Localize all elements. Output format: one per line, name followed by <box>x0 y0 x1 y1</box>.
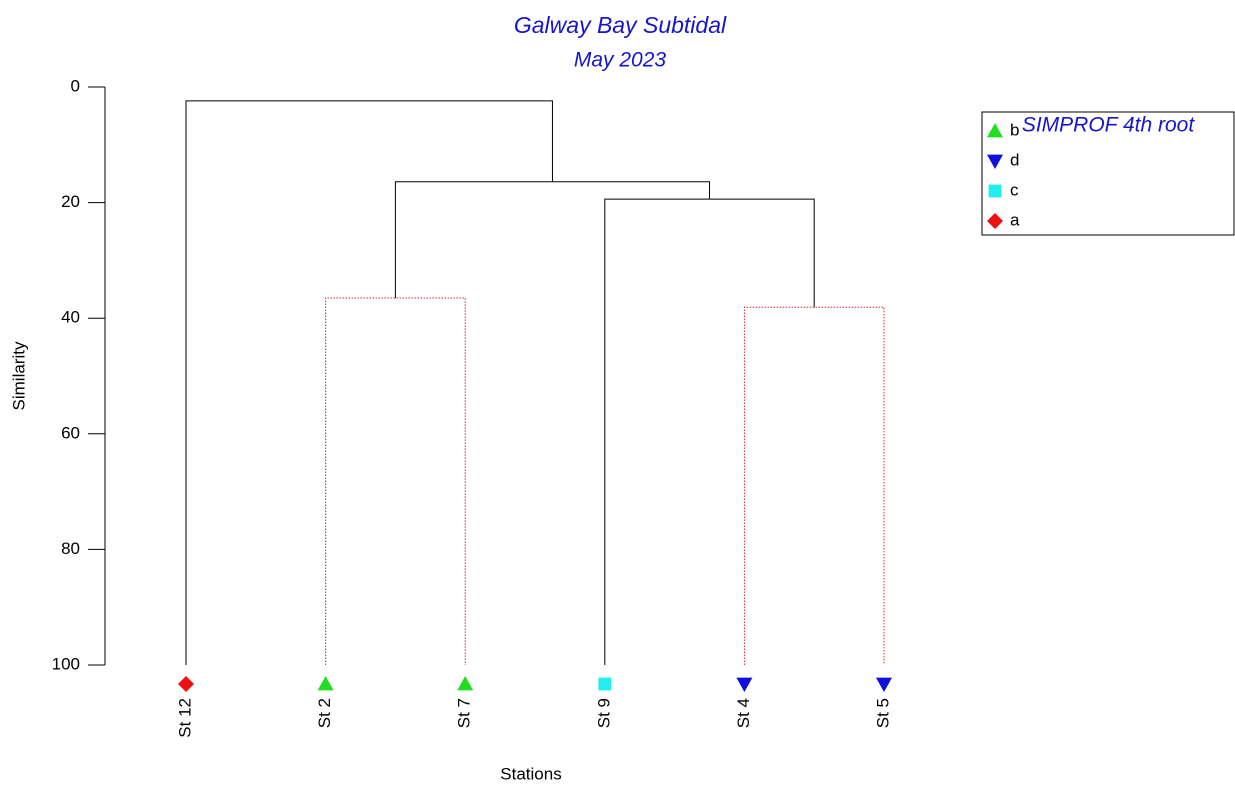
legend-label: b <box>1010 120 1019 139</box>
legend-marker <box>987 154 1003 169</box>
x-tick-label: St 9 <box>594 698 613 728</box>
y-tick-label: 60 <box>61 423 80 442</box>
y-axis-label: Similarity <box>9 341 28 410</box>
branch <box>604 198 815 665</box>
leaf-marker <box>317 676 334 691</box>
y-tick-label: 80 <box>61 539 80 558</box>
legend-label: d <box>1010 150 1019 169</box>
leaf-marker <box>457 676 474 691</box>
y-tick-label: 20 <box>61 192 80 211</box>
legend-marker <box>988 184 1002 198</box>
legend-title: SIMPROF 4th root <box>1022 114 1196 137</box>
branch <box>743 306 885 665</box>
branch <box>325 297 466 665</box>
legend-label: a <box>1010 210 1020 229</box>
y-tick-label: 100 <box>52 654 80 673</box>
branch <box>185 100 553 665</box>
legend-box <box>981 111 1235 236</box>
leaf-marker <box>178 676 194 692</box>
leaf-marker <box>736 677 753 692</box>
legend-label: c <box>1010 180 1019 199</box>
legend-marker <box>987 123 1003 138</box>
chart-subtitle: May 2023 <box>574 49 667 72</box>
y-tick-label: 0 <box>71 76 80 95</box>
chart-title: Galway Bay Subtidal <box>514 12 727 38</box>
legend-marker <box>987 213 1003 229</box>
x-tick-label: St 12 <box>175 698 194 738</box>
x-tick-label: St 2 <box>315 698 334 728</box>
x-tick-label: St 5 <box>873 698 892 728</box>
leaf-marker <box>598 677 612 691</box>
x-tick-label: St 7 <box>455 698 474 728</box>
y-tick-label: 40 <box>61 308 80 327</box>
leaf-marker <box>876 677 892 692</box>
x-axis-label: Stations <box>500 764 561 783</box>
x-tick-label: St 4 <box>734 698 753 728</box>
